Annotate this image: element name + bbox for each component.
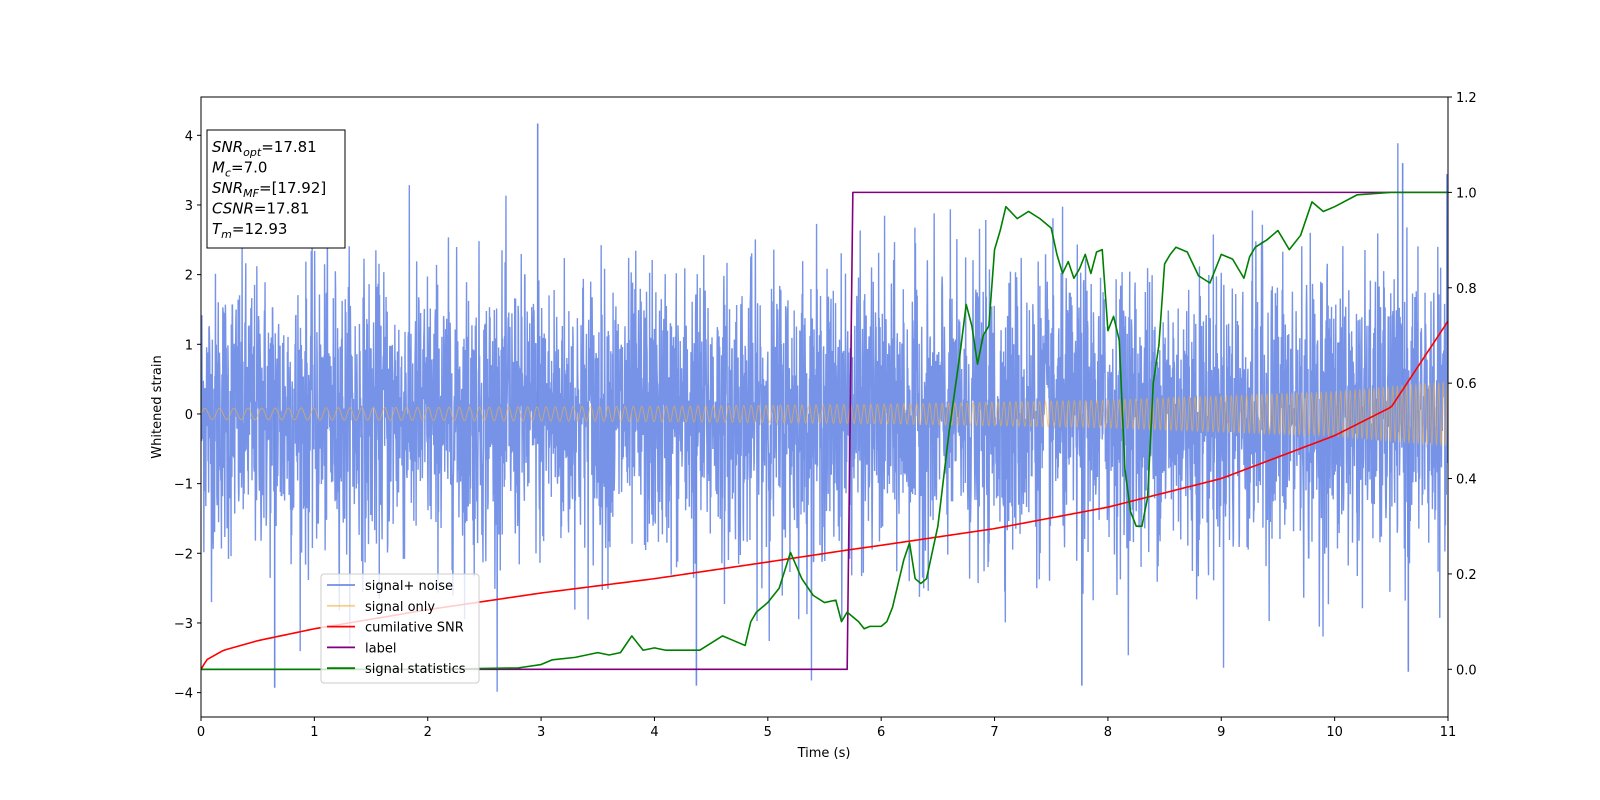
y-tick-label: 2 — [185, 269, 193, 284]
x-tick-label: 8 — [1104, 725, 1112, 740]
x-tick-label: 0 — [197, 725, 205, 740]
legend-label: signal+ noise — [365, 579, 453, 594]
annotation-frame — [206, 129, 346, 249]
stats-annotation-box: SNRopt=17.81Mc=7.0SNRMF=[17.92]CSNR=17.8… — [206, 129, 346, 249]
y-tick-label: −3 — [174, 617, 193, 632]
signal-only-series — [201, 380, 1448, 447]
y-tick-label: 4 — [185, 129, 193, 144]
x-tick-label: 10 — [1326, 725, 1343, 740]
annotation-line: Tm=12.93 — [212, 220, 287, 241]
x-tick-label: 6 — [877, 725, 885, 740]
y-tick-label: −4 — [174, 687, 193, 702]
y-tick-label: −2 — [174, 547, 193, 562]
y-tick-label: 3 — [185, 199, 193, 214]
legend: signal+ noise signal only cumilative SNR la… — [320, 573, 480, 684]
annotation-line: SNRMF=[17.92] — [212, 179, 326, 200]
x-axis-ticks: 0 1 2 3 4 5 6 7 8 9 10 11 — [197, 717, 1456, 740]
x-tick-label: 5 — [764, 725, 772, 740]
x-tick-label: 9 — [1217, 725, 1225, 740]
y2-axis-ticks: 0.0 0.2 0.4 0.6 0.8 1.0 1.2 — [1448, 91, 1477, 678]
y-axis-title: Whitened strain — [150, 355, 165, 458]
signal-only-line — [201, 380, 1448, 447]
label-line — [201, 191, 1448, 671]
legend-label: signal only — [365, 600, 435, 615]
legend-label: label — [365, 641, 396, 656]
y-tick-label: −1 — [174, 478, 193, 493]
y-tick-label: 0 — [185, 408, 193, 423]
signal-statistics-line — [201, 191, 1448, 671]
annotation-line: SNRopt=17.81 — [212, 138, 317, 159]
x-axis-title: Time (s) — [797, 746, 851, 761]
x-tick-label: 11 — [1440, 725, 1457, 740]
y2-tick-label: 1.0 — [1456, 186, 1477, 201]
y2-tick-label: 0.8 — [1456, 282, 1477, 297]
legend-frame — [320, 573, 480, 684]
y2-tick-label: 0.4 — [1456, 473, 1477, 488]
y-tick-label: 1 — [185, 338, 193, 353]
legend-label: signal statistics — [365, 662, 466, 677]
y2-tick-label: 0.0 — [1456, 663, 1477, 678]
x-tick-label: 2 — [424, 725, 432, 740]
y-axis-ticks: −4 −3 −2 −1 0 1 2 3 4 — [174, 129, 201, 702]
x-tick-label: 3 — [537, 725, 545, 740]
y2-tick-label: 0.6 — [1456, 377, 1477, 392]
y2-tick-label: 1.2 — [1456, 91, 1477, 106]
x-tick-label: 7 — [990, 725, 998, 740]
annotation-line: Mc=7.0 — [212, 159, 267, 180]
annotation-line: CSNR=17.81 — [212, 200, 309, 218]
x-tick-label: 1 — [310, 725, 318, 740]
plot-frame — [200, 96, 1449, 718]
legend-label: cumilative SNR — [365, 621, 464, 636]
y2-tick-label: 0.2 — [1456, 568, 1477, 583]
x-tick-label: 4 — [650, 725, 658, 740]
